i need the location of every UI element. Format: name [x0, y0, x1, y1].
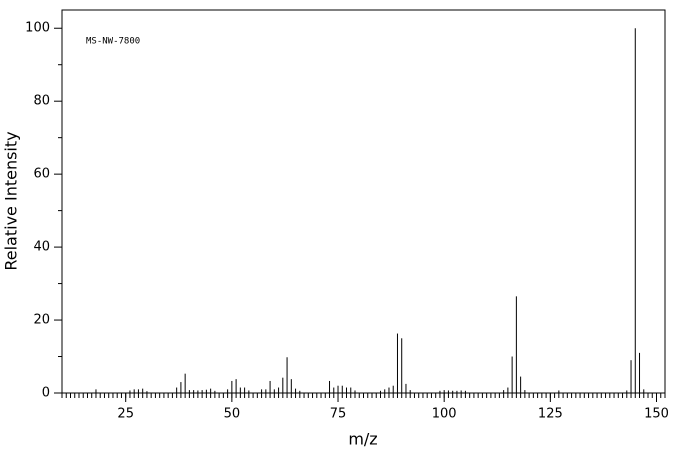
- annotation: MS-NW-7800: [86, 37, 140, 47]
- y-tick-label: 100: [25, 21, 50, 36]
- x-axis-label: m/z: [348, 430, 377, 449]
- x-tick-label: 125: [538, 407, 563, 422]
- x-tick-label: 150: [644, 407, 669, 422]
- y-axis-label: Relative Intensity: [2, 131, 21, 270]
- x-tick-label: 25: [117, 407, 134, 422]
- x-tick-label: 100: [432, 407, 457, 422]
- y-tick-label: 40: [33, 240, 50, 255]
- y-tick-label: 60: [33, 167, 50, 182]
- plot-frame: [61, 9, 666, 394]
- y-tick-label: 0: [42, 386, 50, 401]
- y-tick-label: 80: [33, 94, 50, 109]
- y-tick-label: 20: [33, 313, 50, 328]
- x-tick-label: 50: [224, 407, 241, 422]
- x-tick-label: 75: [330, 407, 347, 422]
